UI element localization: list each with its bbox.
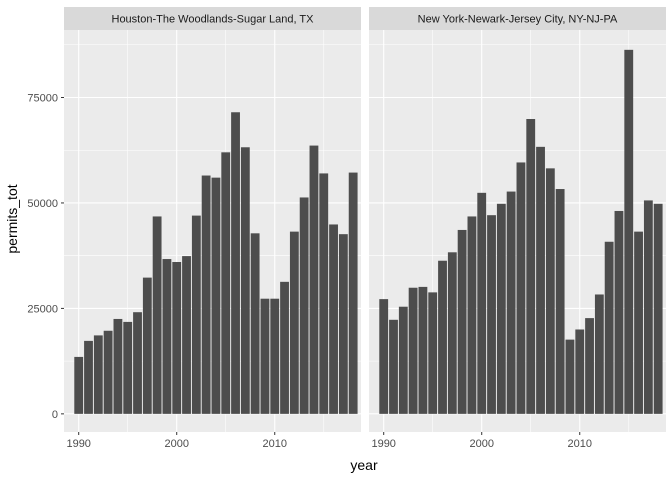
bar [329,224,338,414]
bar [84,340,93,414]
bar [516,162,526,414]
bar [240,147,250,414]
bar [526,119,536,414]
bar [624,49,634,414]
bar [260,298,270,414]
bar [319,173,329,414]
bar [182,256,191,414]
bar [428,292,438,414]
bar [299,197,309,414]
bar [250,233,260,414]
bar [545,168,555,414]
bar [438,260,447,414]
bar [231,112,240,414]
bar [142,277,152,414]
bar [152,216,162,414]
bar [634,231,643,414]
x-tick-label: 2000 [469,438,493,450]
bar [123,321,133,414]
bar [585,318,594,414]
bar [555,189,565,414]
bar [348,172,358,414]
bar [643,200,653,414]
y-tick-label: 25000 [27,303,58,315]
bar [191,215,201,414]
bar [74,356,84,414]
x-tick-label: 2000 [164,438,188,450]
bar [487,215,496,414]
bar [289,231,299,414]
bar [201,175,211,414]
x-tick-label: 2010 [568,438,592,450]
bar [280,281,289,414]
facet-strip [64,7,361,30]
bar [536,146,545,414]
bar [133,312,142,414]
y-tick-label: 75000 [27,92,58,104]
y-axis: 0 25000 50000 75000 [27,92,64,421]
y-tick-label: 0 [52,409,58,421]
x-tick-label: 2010 [263,438,287,450]
bar [418,286,428,414]
bar [338,234,348,414]
x-tick-label: 1990 [371,438,395,450]
bar [221,152,231,414]
bar [457,229,467,414]
bar [467,216,477,414]
bar [408,287,418,414]
bar [270,298,280,414]
bar [389,319,398,414]
facet-panels: Houston-The Woodlands-Sugar Land, TX 1990… [64,7,666,450]
y-tick-label: 50000 [27,198,58,210]
bar [565,339,575,414]
bar [103,330,113,414]
facet-panel-1: Houston-The Woodlands-Sugar Land, TX 1990… [64,7,361,450]
bar [506,191,516,414]
bar [113,318,123,414]
bar [379,299,389,414]
y-axis-title: permits_tot [4,184,20,253]
facet-strip-label: New York-Newark-Jersey City, NY-NJ-PA [418,14,618,26]
bar [211,177,221,414]
bar [594,294,604,414]
facet-panel-2: New York-Newark-Jersey City, NY-NJ-PA 199… [369,7,666,450]
bar [575,329,585,414]
bar [496,203,506,414]
bar [398,306,408,414]
bar [614,210,624,414]
bar [447,252,457,414]
facet-strip-label: Houston-The Woodlands-Sugar Land, TX [112,14,315,26]
bar [162,259,172,414]
bar [93,335,103,414]
bar [172,262,182,414]
x-tick-label: 1990 [66,438,90,450]
bar [309,145,319,414]
bar [604,241,614,414]
bar [653,203,663,414]
facet-strip [369,7,666,30]
bar [477,192,487,414]
x-axis-title: year [350,457,378,473]
